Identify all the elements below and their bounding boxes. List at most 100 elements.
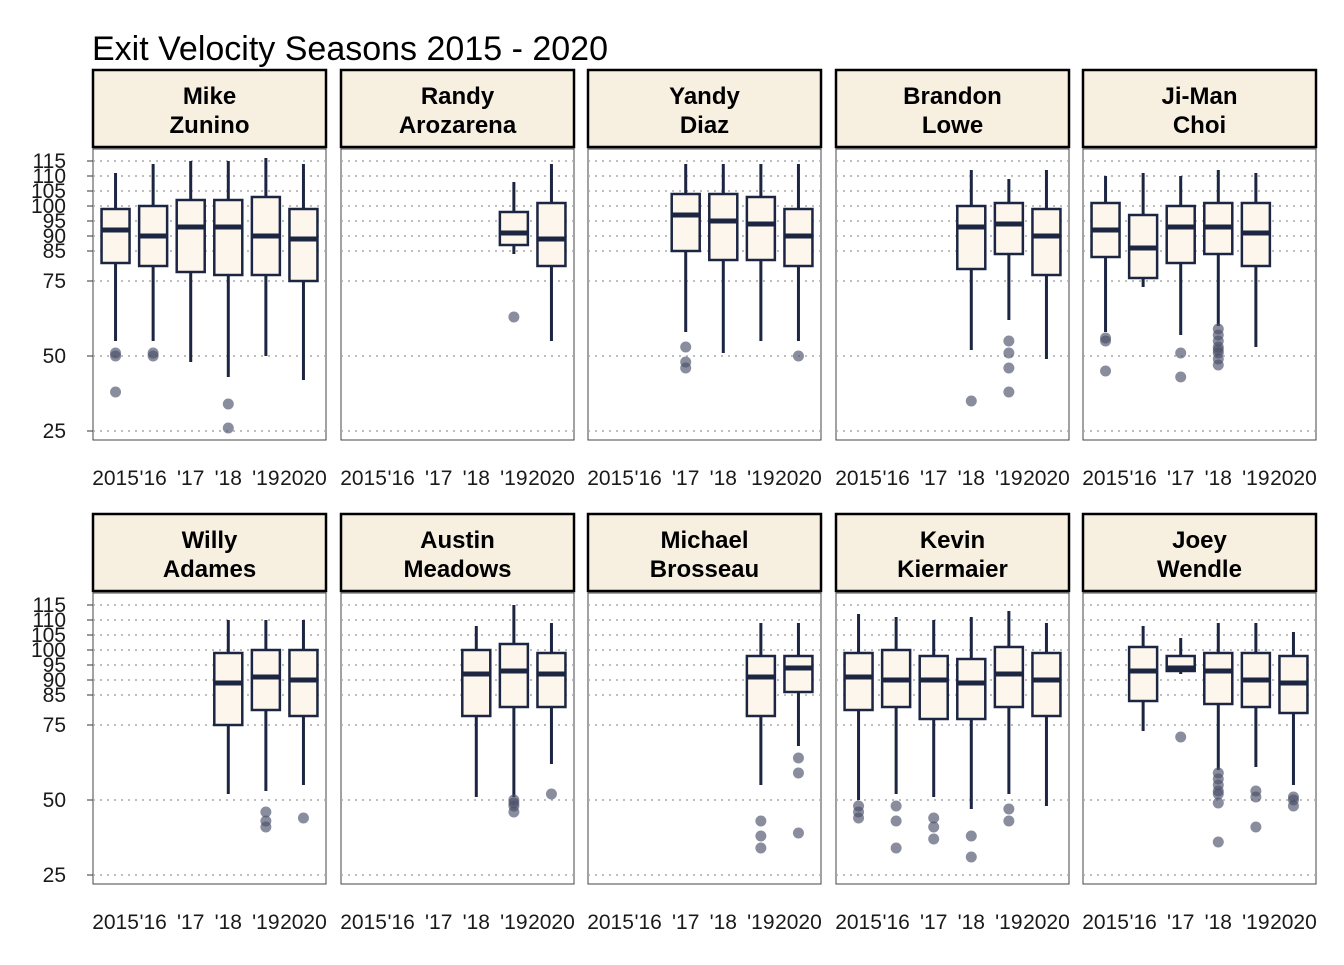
x-tick-label: 2015 — [340, 911, 387, 934]
outlier-point — [928, 833, 940, 845]
x-tick-label: '16 — [139, 467, 166, 490]
x-tick-label: '18 — [215, 911, 242, 934]
box-iqr — [843, 651, 874, 712]
box-iqr — [1203, 651, 1234, 706]
outlier-point — [792, 767, 804, 779]
box-group — [1127, 173, 1159, 287]
facet-panel — [587, 592, 822, 885]
x-tick-label: '19 — [1242, 467, 1269, 490]
outlier-point — [928, 812, 940, 824]
facet-strip — [1081, 512, 1318, 593]
box-iqr — [670, 192, 701, 253]
outlier-point — [1100, 365, 1112, 377]
facet-strip-label: Yandy — [669, 83, 740, 110]
y-tick-label: 25 — [43, 420, 66, 443]
y-tick-label: 25 — [43, 864, 66, 887]
box-iqr — [100, 207, 131, 265]
facet-strip-label: Austin — [420, 527, 495, 554]
y-tick-label: 105 — [31, 624, 66, 647]
facet-strip — [834, 512, 1071, 593]
facet-panel — [92, 592, 327, 885]
y-tick-label: 90 — [43, 225, 66, 248]
facet-strip-label: Meadows — [403, 556, 511, 583]
facet-strip-label: Mike — [183, 83, 236, 110]
facet-panel — [340, 148, 575, 441]
x-tick-label: '17 — [177, 467, 204, 490]
facet-strip — [586, 68, 823, 149]
x-tick-label: 2020 — [280, 911, 327, 934]
x-tick-label: '17 — [425, 911, 452, 934]
facet-strip — [834, 68, 1071, 149]
outlier-point — [222, 422, 234, 434]
box-iqr — [498, 210, 530, 247]
x-tick-label: '16 — [882, 911, 909, 934]
x-tick-label: '16 — [634, 467, 661, 490]
outlier-point — [1250, 821, 1262, 833]
facet-strip-label: Adames — [163, 556, 256, 583]
facet-strip-label: Zunino — [170, 112, 250, 139]
facet-strip — [339, 512, 576, 593]
box-iqr — [956, 657, 987, 721]
y-tick-label: 105 — [31, 180, 66, 203]
outlier-point — [1212, 359, 1224, 371]
outlier-point — [1175, 371, 1187, 383]
y-tick-label: 110 — [33, 609, 66, 632]
box-group — [213, 620, 244, 794]
box-group — [100, 173, 131, 398]
facet-panel — [835, 148, 1070, 441]
outlier-point — [965, 395, 977, 407]
x-tick-label: '19 — [252, 467, 279, 490]
outlier-point — [680, 341, 692, 353]
outlier-point — [1100, 335, 1112, 347]
y-tick-label: 85 — [43, 684, 66, 707]
x-tick-label: '18 — [1205, 467, 1232, 490]
box-group — [956, 170, 987, 407]
x-tick-label: '17 — [920, 911, 947, 934]
facet-strip-label: Michael — [660, 527, 748, 554]
box-group — [1031, 623, 1062, 806]
facet-strip-label: Arozarena — [399, 112, 517, 139]
outlier-point — [508, 806, 520, 818]
outlier-point — [1250, 791, 1262, 803]
x-tick-label: '18 — [463, 467, 490, 490]
outlier-point — [545, 788, 557, 800]
box-iqr — [956, 204, 987, 271]
x-tick-label: '17 — [1167, 467, 1194, 490]
x-tick-label: 2020 — [528, 467, 575, 490]
facet-strip — [586, 512, 823, 593]
outlier-point — [965, 851, 977, 863]
box-group — [137, 164, 169, 362]
outlier-point — [792, 827, 804, 839]
box-group — [1127, 626, 1159, 731]
y-tick-label: 95 — [43, 210, 66, 233]
y-tick-label: 115 — [33, 594, 66, 617]
outlier-point — [1003, 335, 1015, 347]
chart-title: Exit Velocity Seasons 2015 - 2020 — [92, 30, 608, 68]
facet-panel — [587, 148, 822, 441]
outlier-point — [890, 800, 902, 812]
box-group — [1240, 173, 1272, 347]
y-tick-label: 95 — [43, 654, 66, 677]
x-tick-label: '18 — [710, 911, 737, 934]
outlier-point — [1003, 362, 1015, 374]
outlier-point — [890, 842, 902, 854]
facet-strip-label: Lowe — [922, 112, 983, 139]
x-tick-label: '19 — [1242, 911, 1269, 934]
box-group — [498, 605, 530, 818]
facet-strip-label: Brosseau — [650, 556, 759, 583]
x-tick-label: '17 — [672, 911, 699, 934]
box-iqr — [1127, 645, 1159, 703]
x-tick-label: 2015 — [587, 911, 634, 934]
facet-panel — [1082, 148, 1317, 441]
box-group — [880, 617, 912, 854]
x-tick-label: '19 — [995, 911, 1022, 934]
outlier-point — [1003, 347, 1015, 359]
box-group — [498, 182, 530, 323]
box-iqr — [498, 642, 530, 709]
x-tick-label: '17 — [920, 467, 947, 490]
facet-strip-label: Brandon — [903, 83, 1002, 110]
x-tick-label: 2020 — [775, 911, 822, 934]
facet-strip — [91, 68, 328, 149]
outlier-point — [1212, 797, 1224, 809]
